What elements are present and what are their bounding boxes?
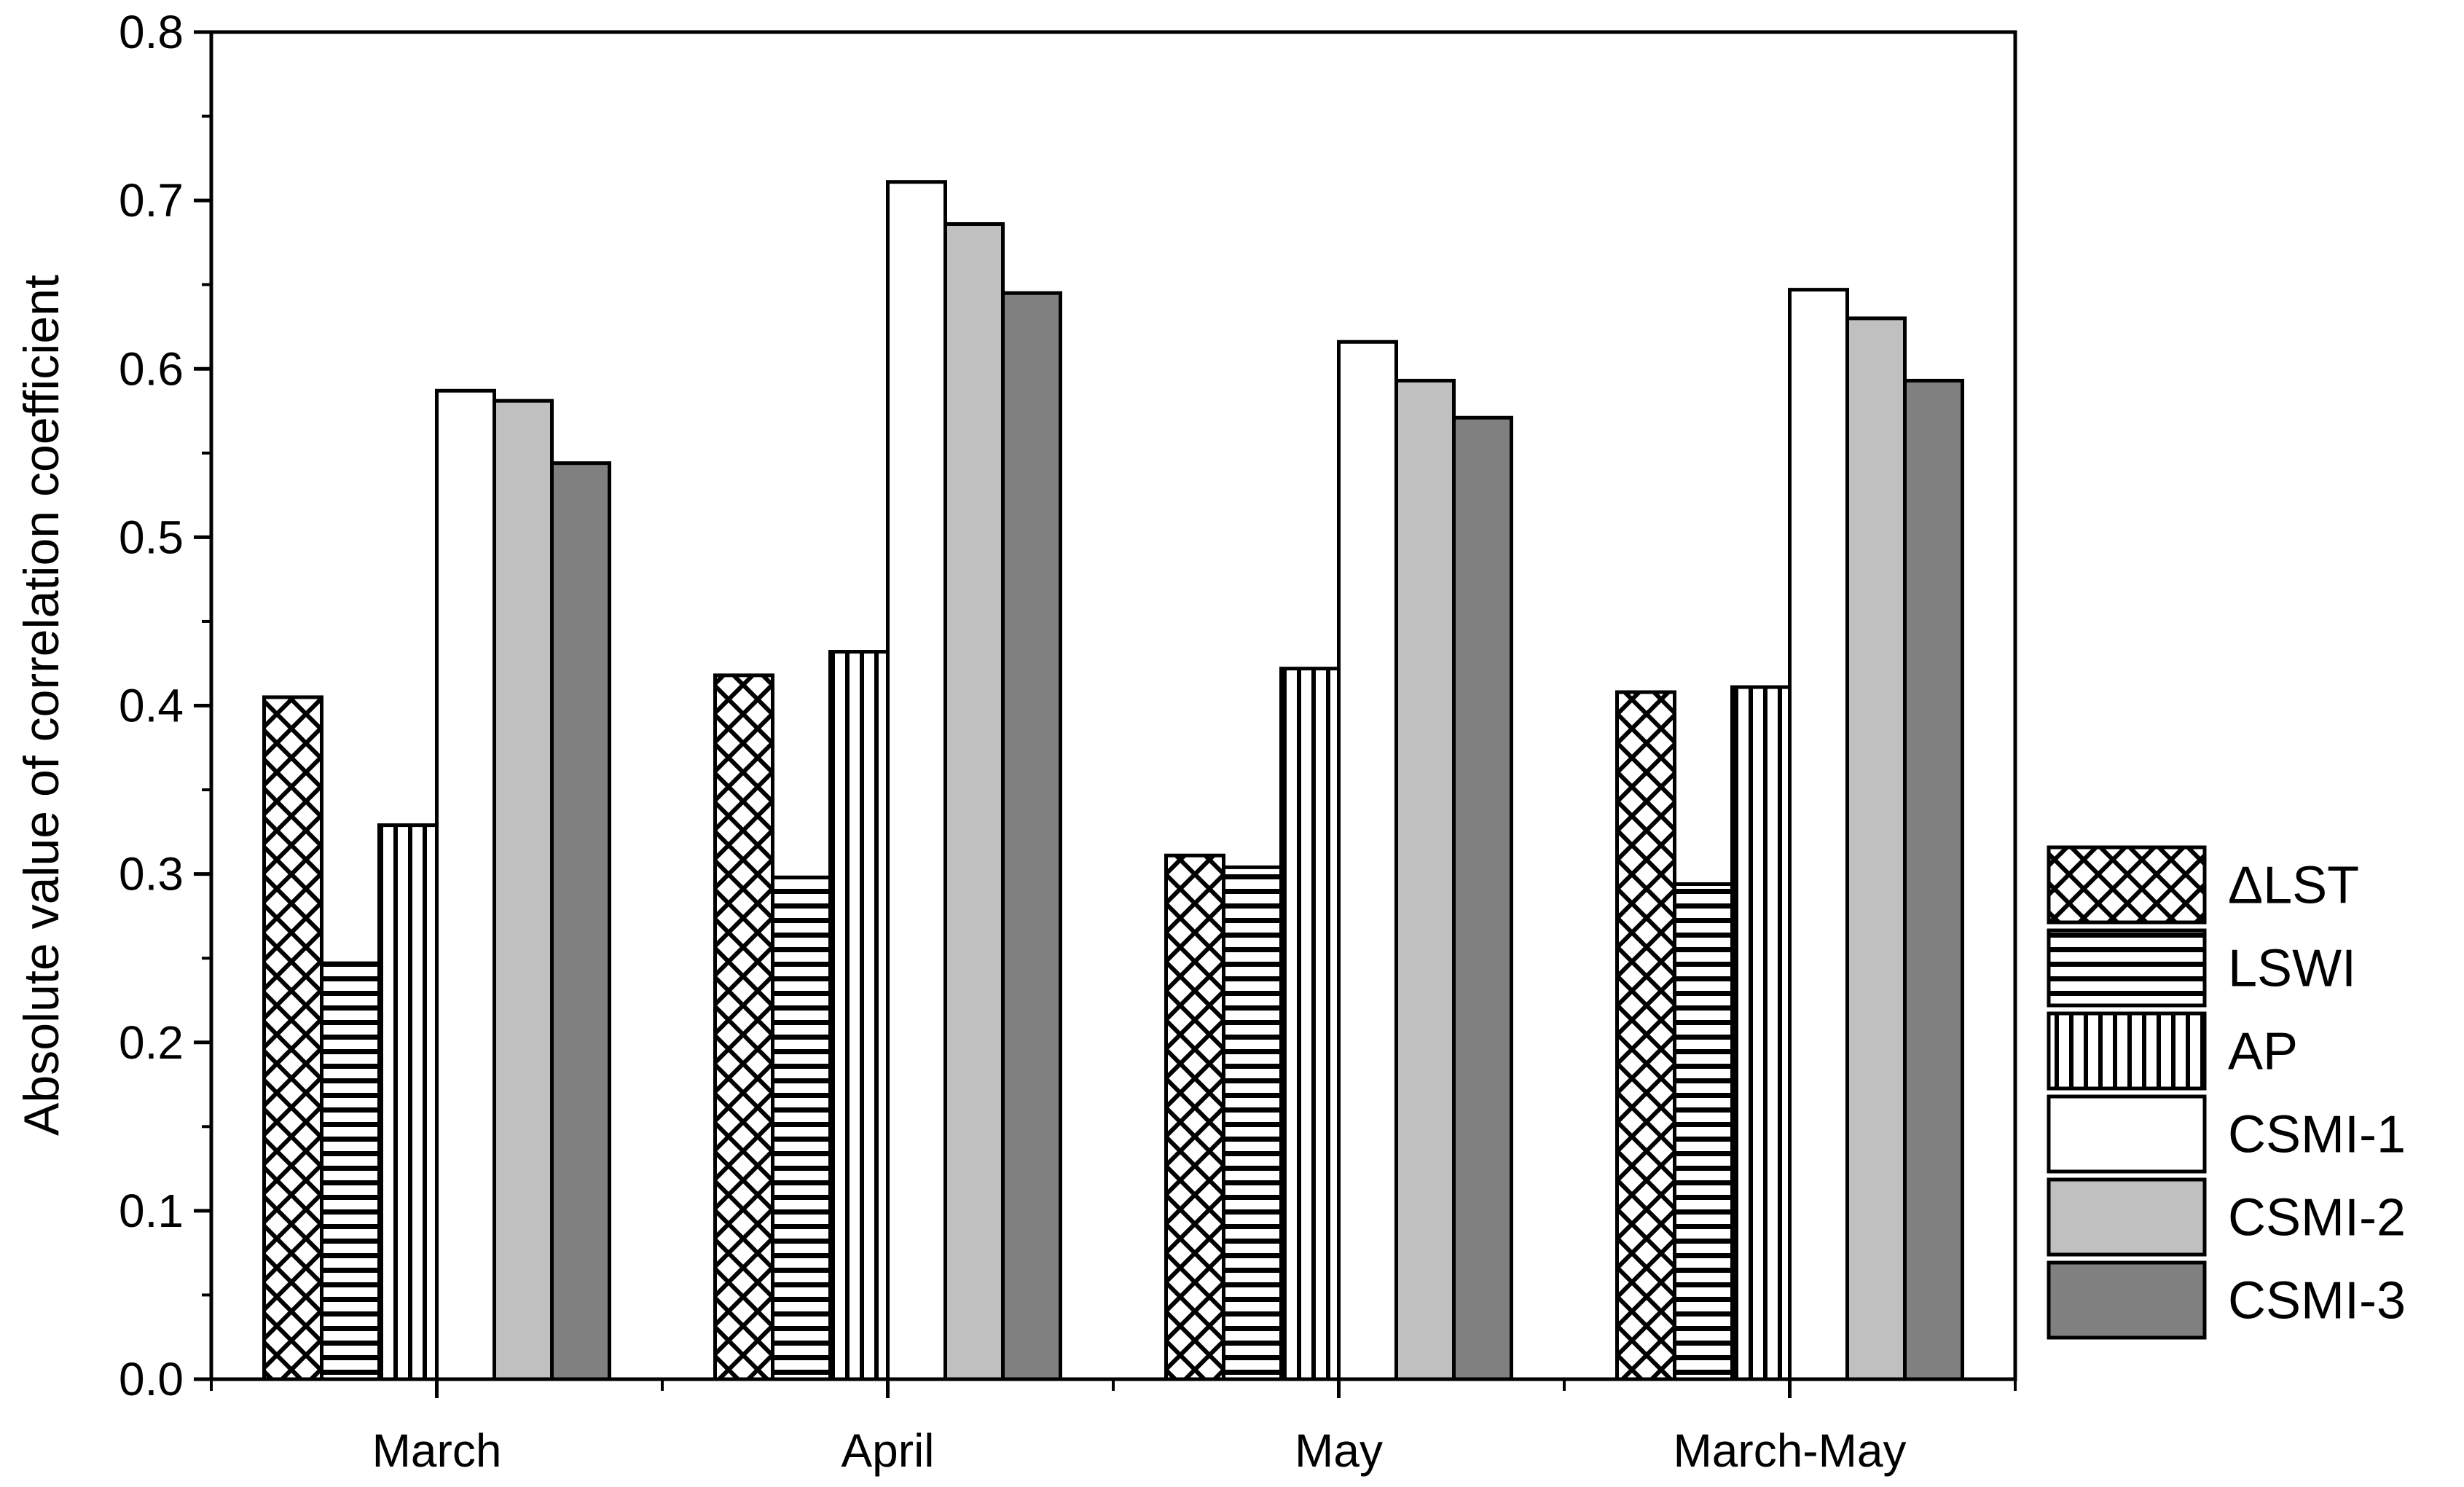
legend-swatch bbox=[2047, 1011, 2207, 1091]
bar-csmi-3-march bbox=[550, 461, 611, 1381]
bar-ap-march bbox=[377, 823, 439, 1381]
bar-csmi-1-may bbox=[1337, 340, 1398, 1381]
x-tick-label: April bbox=[841, 1424, 934, 1477]
x-tick-label: May bbox=[1295, 1424, 1383, 1477]
y-tick-label: 0.2 bbox=[119, 1016, 184, 1069]
legend-swatch bbox=[2047, 845, 2207, 925]
bar-csmi-2-may bbox=[1394, 378, 1456, 1381]
x-tick-label: March bbox=[372, 1424, 502, 1477]
y-tick-label: 0.0 bbox=[119, 1353, 184, 1405]
y-tick-label: 0.3 bbox=[119, 848, 184, 901]
x-tick-label: March-May bbox=[1673, 1424, 1906, 1477]
legend: ΔLST LSWI AP CSMI-1 CSMI-2 CSMI-3 bbox=[2047, 845, 2406, 1340]
y-tick-label: 0.1 bbox=[119, 1185, 184, 1237]
bar-lswi-march bbox=[320, 961, 381, 1381]
legend-swatch bbox=[2047, 1260, 2207, 1340]
bar-lst-april bbox=[713, 673, 774, 1381]
y-tick-label: 0.5 bbox=[119, 511, 184, 563]
legend-label: LSWI bbox=[2228, 940, 2356, 998]
bar-ap-april bbox=[828, 650, 890, 1381]
bar-ap-march-may bbox=[1730, 685, 1792, 1381]
legend-swatch bbox=[2047, 928, 2207, 1008]
bar-lswi-may bbox=[1222, 865, 1283, 1381]
bar-lswi-march-may bbox=[1673, 882, 1734, 1381]
bar-csmi-2-april bbox=[943, 221, 1005, 1381]
bar-ap-may bbox=[1279, 667, 1341, 1381]
bar-csmi-1-march-may bbox=[1788, 288, 1849, 1381]
bar-lst-march-may bbox=[1615, 690, 1676, 1381]
bar-csmi-1-april bbox=[886, 180, 947, 1381]
legend-swatch bbox=[2047, 1177, 2207, 1257]
y-axis: 0.0 0.1 0.2 0.3 0.4 0.5 0.6 0.7 0.8 bbox=[119, 6, 211, 1405]
bar-csmi-2-march-may bbox=[1845, 316, 1907, 1381]
legend-label: AP bbox=[2228, 1023, 2298, 1081]
bar-csmi-3-may bbox=[1452, 415, 1513, 1381]
bar-lswi-april bbox=[771, 875, 832, 1381]
legend-label: CSMI-2 bbox=[2228, 1189, 2406, 1247]
y-axis-label: Absolute value of correlation coefficien… bbox=[14, 275, 69, 1136]
y-tick-label: 0.4 bbox=[119, 680, 184, 732]
y-tick-label: 0.8 bbox=[119, 6, 184, 58]
bar-lst-may bbox=[1164, 853, 1225, 1381]
x-axis: March April May March-May bbox=[210, 1379, 2017, 1477]
bars bbox=[262, 180, 1964, 1381]
bar-csmi-2-march bbox=[493, 399, 554, 1381]
y-tick-label: 0.7 bbox=[119, 174, 184, 227]
bar-csmi-1-march bbox=[435, 388, 496, 1381]
y-tick-label: 0.6 bbox=[119, 342, 184, 395]
bar-csmi-3-march-may bbox=[1903, 378, 1964, 1381]
legend-label: CSMI-1 bbox=[2228, 1106, 2406, 1164]
bar-lst-march bbox=[262, 695, 323, 1381]
legend-label: ΔLST bbox=[2228, 857, 2359, 915]
legend-label: CSMI-3 bbox=[2228, 1272, 2406, 1330]
bar-csmi-3-april bbox=[1001, 291, 1062, 1381]
legend-swatch bbox=[2047, 1094, 2207, 1174]
